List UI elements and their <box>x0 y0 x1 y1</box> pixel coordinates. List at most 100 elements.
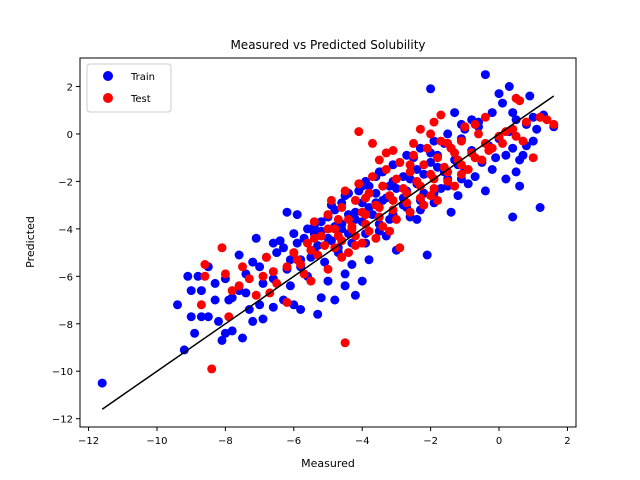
point-test-1 <box>340 338 350 348</box>
point-test-55 <box>456 136 466 146</box>
point-test-85 <box>395 157 405 167</box>
point-test-88 <box>436 136 446 146</box>
point-test-53 <box>405 160 415 170</box>
point-train-42 <box>292 210 302 220</box>
point-train-102 <box>498 98 507 108</box>
point-test-84 <box>381 165 391 174</box>
point-test-51 <box>374 155 384 165</box>
point-test-91 <box>292 255 302 265</box>
point-train-123 <box>515 155 525 165</box>
point-train-10 <box>238 333 247 343</box>
point-train-161 <box>316 217 326 227</box>
point-train-100 <box>491 153 501 163</box>
point-train-7 <box>217 335 227 345</box>
y-tick-label: −8 <box>58 320 73 331</box>
point-test-97 <box>371 233 381 243</box>
point-test-89 <box>450 148 460 158</box>
point-test-12 <box>234 281 244 291</box>
point-train-39 <box>279 243 288 253</box>
point-test-126 <box>350 195 360 205</box>
point-train-183 <box>528 112 538 122</box>
point-test-10 <box>217 243 227 253</box>
point-test-116 <box>470 153 480 163</box>
point-train-110 <box>525 91 535 101</box>
point-test-129 <box>309 217 319 227</box>
point-train-133 <box>350 214 360 224</box>
x-tick-label: −8 <box>218 436 233 447</box>
point-test-100 <box>268 267 278 277</box>
point-test-38 <box>535 112 545 122</box>
point-test-112 <box>415 181 425 191</box>
point-train-184 <box>508 108 518 118</box>
point-train-83 <box>433 162 442 172</box>
point-test-139 <box>477 155 487 165</box>
point-train-181 <box>511 167 521 177</box>
point-train-170 <box>275 236 285 246</box>
point-test-70 <box>309 233 319 243</box>
point-train-38 <box>272 248 282 258</box>
point-test-103 <box>227 286 237 296</box>
point-train-12 <box>258 314 268 324</box>
point-train-130 <box>391 184 401 193</box>
point-train-172 <box>251 233 261 243</box>
point-test-81 <box>340 186 350 196</box>
x-tick-label: −2 <box>423 436 438 447</box>
point-train-169 <box>426 157 436 167</box>
point-train-24 <box>357 276 367 286</box>
point-train-119 <box>450 108 460 118</box>
point-test-48 <box>388 146 398 155</box>
point-test-131 <box>460 122 470 132</box>
point-train-20 <box>316 293 326 303</box>
x-axis-ticks: −12 −10 −8 −6 −4 −2 0 2 <box>78 427 571 447</box>
axes-frame <box>79 57 577 428</box>
point-train-35 <box>255 262 265 272</box>
point-train-175 <box>210 295 220 305</box>
point-test-99 <box>395 243 405 253</box>
point-train-132 <box>364 203 374 212</box>
point-test-107 <box>347 224 357 234</box>
x-axis-label: Measured <box>301 457 355 470</box>
point-test-98 <box>385 226 395 236</box>
point-train-79 <box>419 169 429 179</box>
point-train-15 <box>268 302 278 312</box>
y-tick-label: 2 <box>67 82 73 93</box>
point-train-148 <box>443 129 453 139</box>
point-train-145 <box>402 150 412 160</box>
point-train-103 <box>501 174 511 184</box>
x-tick-label: 2 <box>564 436 570 447</box>
point-train-188 <box>412 214 422 224</box>
point-train-178 <box>364 255 374 265</box>
point-test-44 <box>480 112 490 122</box>
point-train-9 <box>227 326 237 336</box>
point-train-122 <box>487 165 497 174</box>
point-test-132 <box>470 119 480 129</box>
point-train-99 <box>487 108 497 118</box>
point-train-167 <box>398 172 408 182</box>
point-test-78 <box>419 200 429 210</box>
point-train-116 <box>508 212 518 222</box>
point-test-14 <box>272 278 282 288</box>
point-test-37 <box>521 117 531 127</box>
point-test-23 <box>330 224 340 234</box>
point-train-29 <box>210 278 220 288</box>
y-axis-ticks: −12 −10 −8 −6 −4 −2 0 2 <box>52 82 80 426</box>
point-test-5 <box>282 297 292 307</box>
point-train-112 <box>532 124 542 134</box>
point-train-105 <box>508 143 518 153</box>
point-train-14 <box>255 300 265 310</box>
point-test-73 <box>350 231 360 241</box>
point-test-39 <box>542 115 552 125</box>
point-train-111 <box>528 136 538 146</box>
point-test-79 <box>433 195 442 205</box>
point-test-90 <box>282 262 292 272</box>
point-test-8 <box>238 262 247 272</box>
point-train-168 <box>412 165 422 174</box>
point-test-17 <box>323 264 333 274</box>
point-test-65 <box>402 198 412 208</box>
point-test-137 <box>450 181 460 191</box>
point-train-3 <box>186 312 196 322</box>
point-test-75 <box>378 222 388 231</box>
point-train-106 <box>511 115 521 125</box>
point-test-130 <box>443 138 453 148</box>
point-test-80 <box>326 195 336 205</box>
